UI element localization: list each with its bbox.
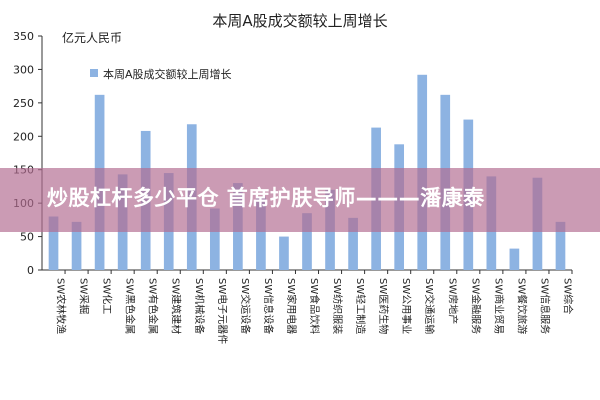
x-tick-label: SW食品饮料 — [308, 278, 321, 334]
x-tick-label: SW信息服务 — [538, 278, 551, 334]
bar — [209, 208, 220, 270]
x-tick-label: SW综合 — [561, 278, 574, 314]
banner-overlay — [0, 168, 600, 232]
bar — [555, 221, 566, 270]
x-tick-label: SW有色金属 — [147, 278, 160, 334]
legend-swatch — [90, 69, 98, 77]
bar — [48, 216, 59, 270]
x-tick-label: SW公用事业 — [400, 278, 413, 334]
legend: 本周A股成交额较上周增长 — [90, 67, 232, 81]
x-tick-label: SW采掘 — [78, 278, 91, 314]
y-tick-label: 250 — [13, 97, 34, 110]
x-tick-label: SW医药生物 — [377, 278, 390, 334]
bar — [348, 217, 358, 270]
x-tick-label: SW交通运输 — [423, 278, 436, 334]
x-tick-label: SW金融服务 — [469, 278, 482, 334]
x-tick-label: SW黑色金属 — [124, 278, 137, 334]
x-tick-label: SW机械设备 — [193, 278, 206, 334]
x-tick-label: SW轻工制造 — [354, 278, 367, 334]
bar — [256, 196, 266, 270]
legend-label: 本周A股成交额较上周增长 — [103, 67, 232, 81]
bar — [279, 236, 289, 270]
x-tick-label: SW信息设备 — [262, 278, 275, 334]
y-tick-label: 50 — [20, 231, 34, 244]
x-tick-label: SW农林牧渔 — [55, 278, 68, 334]
y-ticks: 050100150200250300350 — [13, 30, 42, 277]
y-tick-label: 300 — [13, 63, 34, 76]
x-tick-label: SW化工 — [101, 278, 114, 314]
bar — [509, 248, 520, 270]
x-tick-label: SW建筑建材 — [170, 278, 183, 334]
y-tick-label: 200 — [13, 130, 34, 143]
x-tick-label: SW房地产 — [446, 278, 459, 324]
bar — [302, 213, 312, 270]
x-tick-label: SW餐饮旅游 — [515, 278, 528, 334]
banner-text: 炒股杠杆多少平仓 首席护肤导师———潘康泰 — [47, 186, 485, 210]
x-tick-label: SW家用电器 — [285, 278, 298, 334]
bar — [71, 221, 82, 270]
y-tick-label: 0 — [27, 264, 34, 277]
x-tick-label: SW纺织服装 — [331, 278, 344, 334]
x-tick-label: SW电子元器件 — [216, 278, 229, 344]
x-tick-label: SW交运设备 — [239, 278, 252, 334]
chart-title: 本周A股成交额较上周增长 — [212, 12, 387, 30]
y-unit-label: 亿元人民币 — [62, 30, 122, 45]
x-tick-label: SW商业贸易 — [492, 278, 505, 334]
y-tick-label: 350 — [13, 30, 34, 43]
x-tick-labels: SW农林牧渔 SW采掘 SW化工 SW黑色金属 SW有色金属 SW建筑建材 SW机械设备 SW… — [55, 270, 574, 344]
